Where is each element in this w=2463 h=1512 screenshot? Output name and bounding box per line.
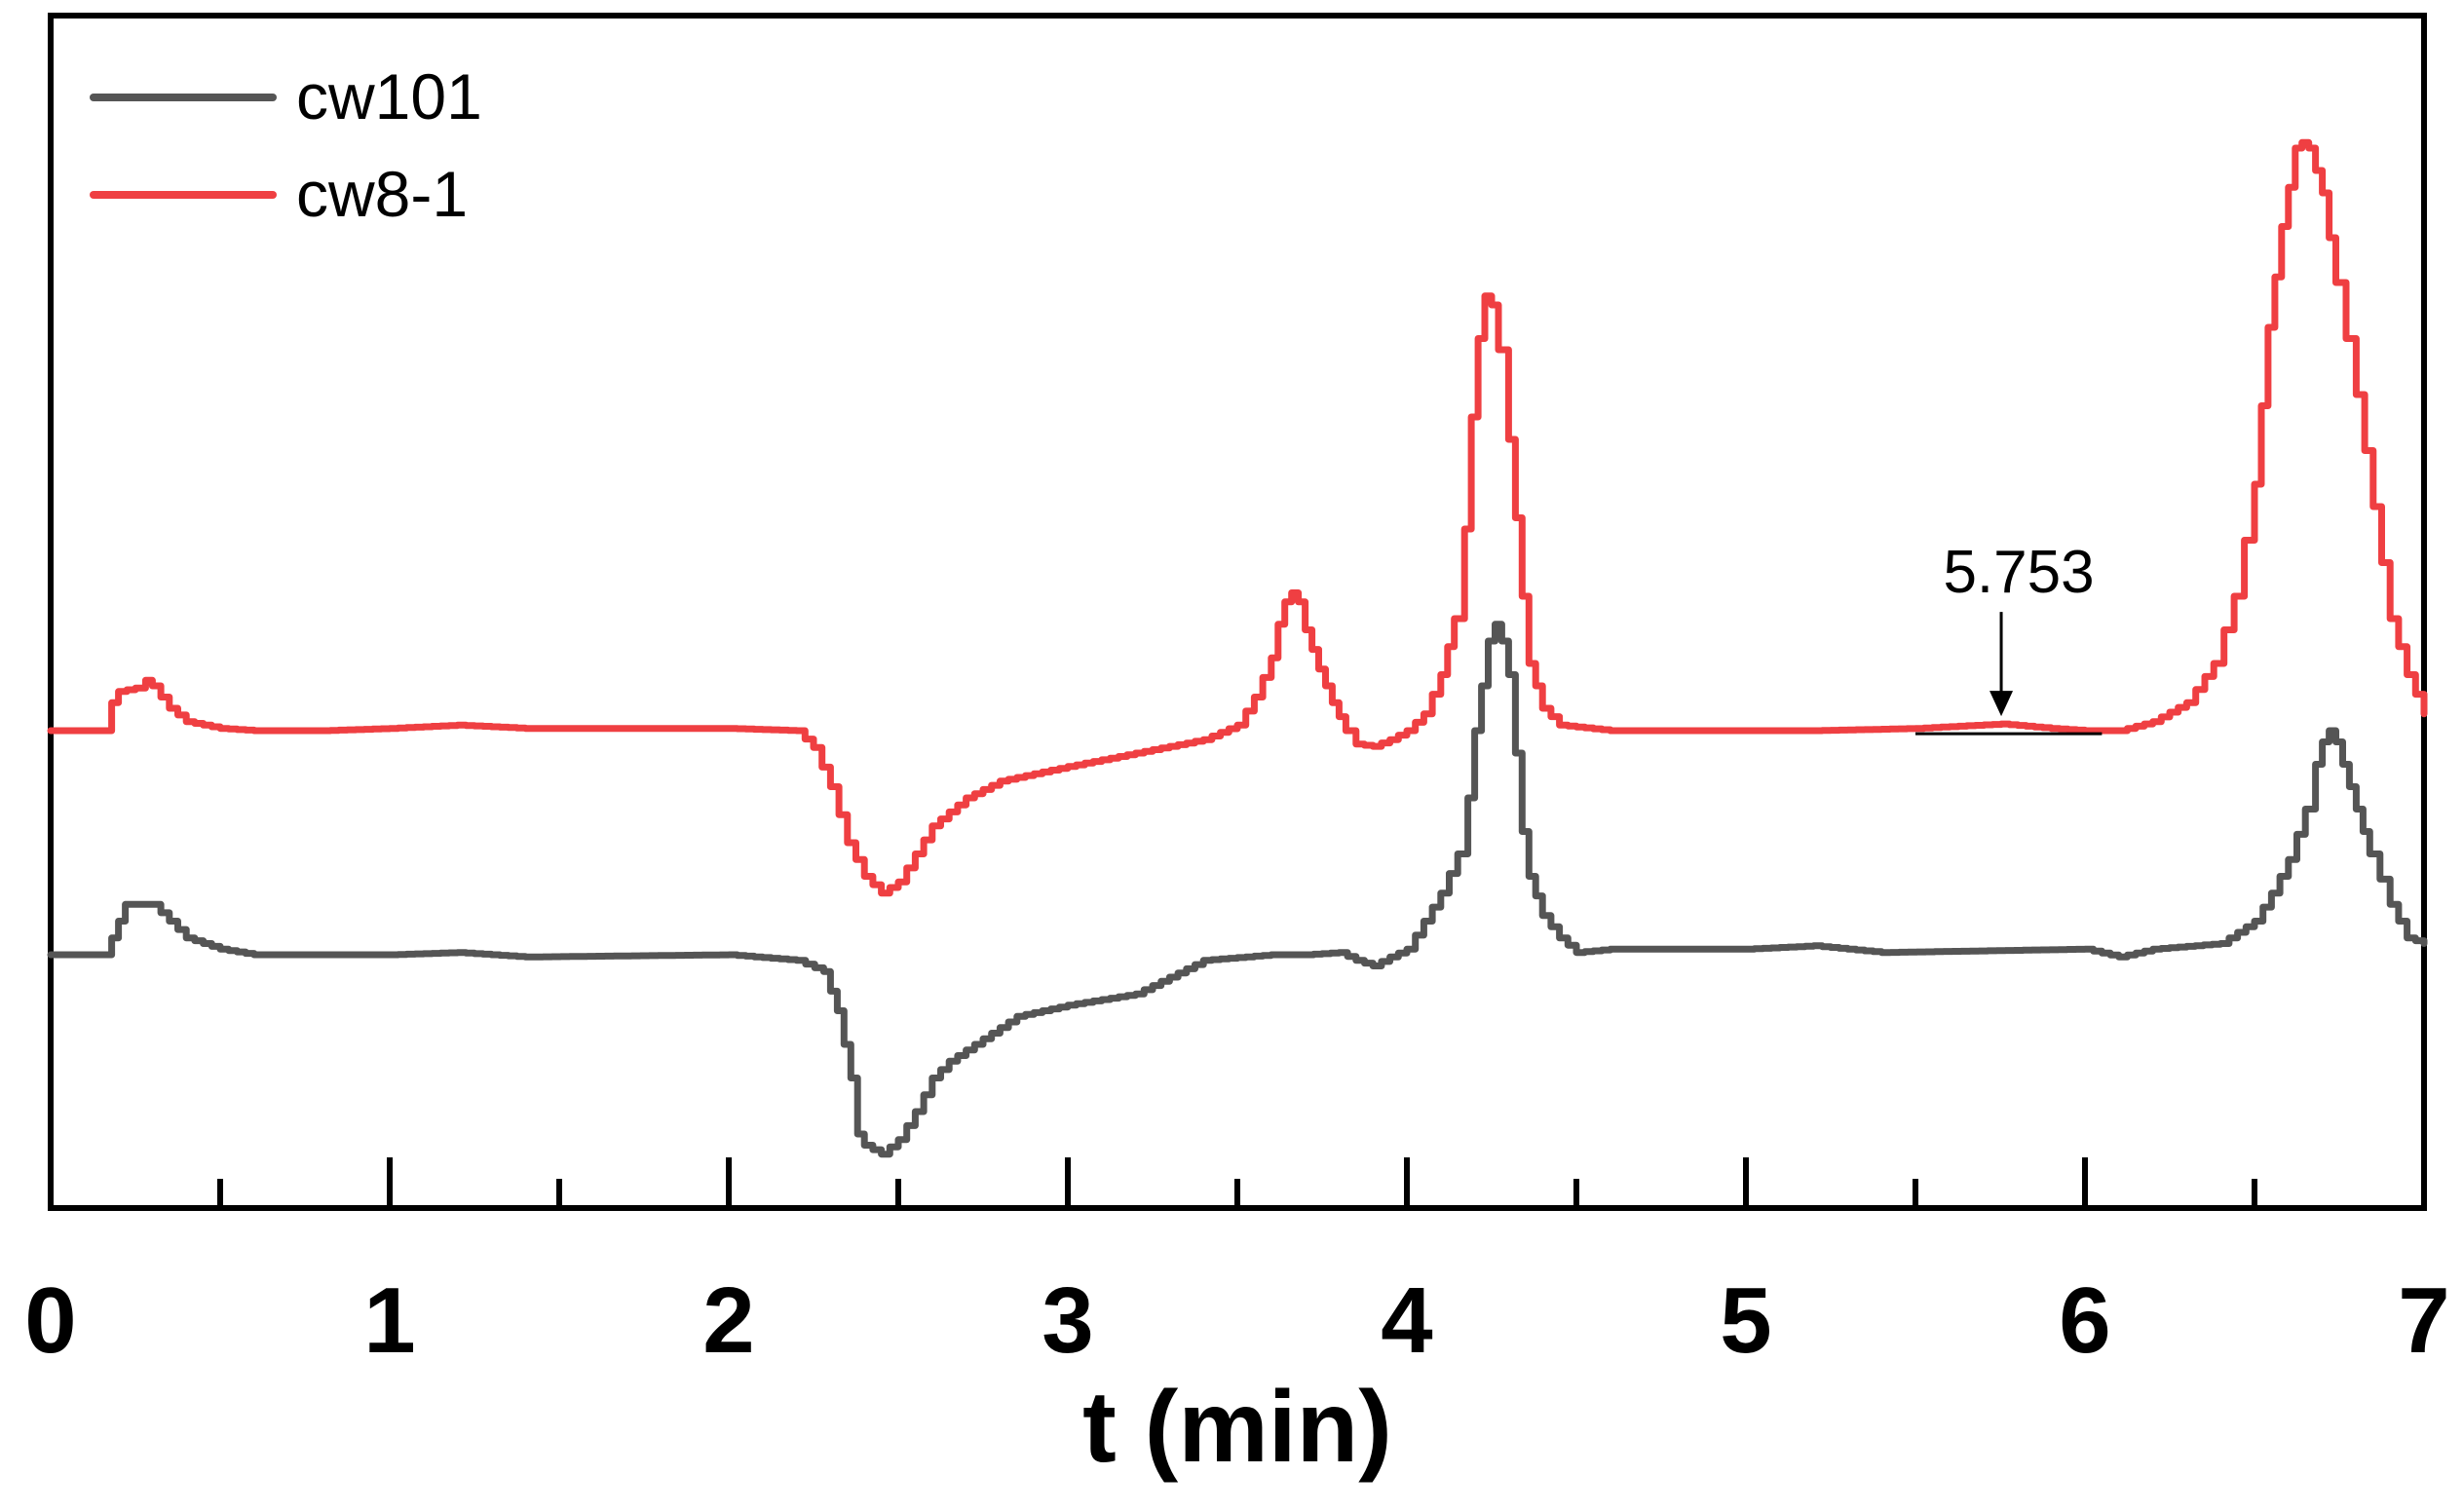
x-tick-label: 6 (2059, 1268, 2110, 1373)
legend-label-cw101: cw101 (296, 60, 482, 132)
series-line-cw101 (47, 621, 2428, 1158)
x-tick-label: 7 (2398, 1268, 2449, 1373)
x-tick-label: 0 (24, 1268, 76, 1373)
annotation-arrow-head (1989, 691, 2014, 717)
annotation-label: 5.753 (1943, 539, 2094, 606)
x-tick-label: 2 (702, 1268, 754, 1373)
legend-label-cw8-1: cw8-1 (296, 158, 468, 230)
legend: cw101 cw8-1 (90, 60, 482, 230)
x-axis-tick-labels: 0 1 2 3 4 5 6 7 (24, 1268, 2449, 1373)
x-axis-ticks (217, 1157, 2257, 1208)
annotation-layer: 5.753 (1915, 539, 2103, 736)
series-line-cw8-1 (47, 138, 2428, 897)
x-axis-title: t (min) (1082, 1371, 1392, 1484)
series-layer (47, 138, 2428, 1158)
x-tick-label: 5 (1720, 1268, 1771, 1373)
x-tick-label: 3 (1042, 1268, 1093, 1373)
x-tick-label: 4 (1381, 1268, 1432, 1373)
x-tick-label: 1 (363, 1268, 415, 1373)
